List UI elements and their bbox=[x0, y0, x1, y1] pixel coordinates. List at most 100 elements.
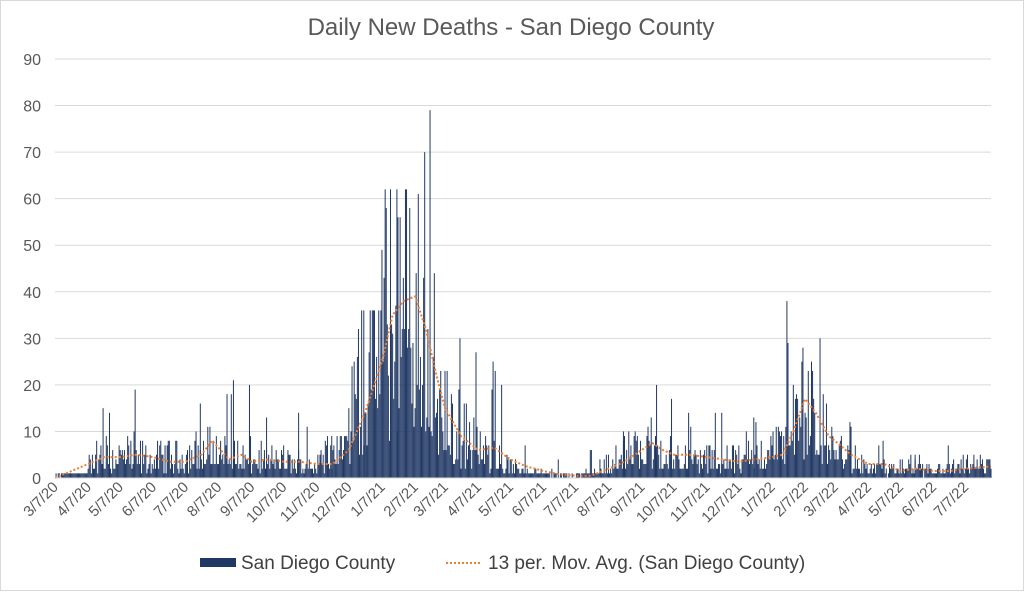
bar bbox=[466, 459, 468, 478]
bar bbox=[410, 347, 412, 478]
bar bbox=[299, 459, 301, 478]
bar-peak bbox=[459, 338, 461, 478]
bar bbox=[669, 436, 671, 478]
bar bbox=[490, 468, 492, 478]
bar bbox=[415, 273, 417, 478]
bar bbox=[887, 473, 889, 478]
bar bbox=[175, 440, 177, 478]
bar bbox=[932, 473, 934, 478]
y-tick-label: 50 bbox=[23, 238, 41, 255]
bar bbox=[709, 445, 711, 478]
bar bbox=[921, 468, 923, 478]
bar bbox=[133, 431, 135, 478]
y-tick-label: 70 bbox=[23, 145, 41, 162]
bar bbox=[240, 464, 242, 478]
bar bbox=[276, 459, 278, 478]
bar bbox=[455, 459, 457, 478]
bar bbox=[888, 464, 890, 478]
bar bbox=[286, 468, 288, 478]
bar bbox=[99, 454, 101, 478]
bar bbox=[434, 417, 436, 478]
bar bbox=[74, 473, 76, 478]
x-tick-label: 3/7/22 bbox=[800, 479, 842, 521]
bar bbox=[936, 473, 938, 478]
bar bbox=[968, 468, 970, 478]
x-tick-label: 4/7/20 bbox=[53, 479, 95, 521]
bar bbox=[85, 473, 87, 478]
bar bbox=[489, 473, 491, 478]
bar bbox=[441, 417, 443, 478]
bar bbox=[942, 468, 944, 478]
bar bbox=[314, 464, 316, 478]
bar-peak bbox=[167, 440, 169, 478]
bar bbox=[402, 277, 404, 478]
bar bbox=[209, 426, 211, 478]
bar-peak bbox=[266, 417, 268, 478]
bar bbox=[785, 426, 787, 478]
bar bbox=[224, 436, 226, 478]
bar-peak bbox=[102, 408, 104, 478]
bar bbox=[522, 468, 524, 478]
bar bbox=[970, 464, 972, 478]
bar bbox=[138, 464, 140, 478]
bar bbox=[71, 473, 73, 478]
bar bbox=[66, 473, 68, 478]
bar bbox=[248, 384, 250, 478]
bar bbox=[370, 389, 372, 478]
bar bbox=[132, 464, 134, 478]
bar bbox=[554, 473, 556, 478]
bar bbox=[890, 468, 892, 478]
bar bbox=[976, 459, 978, 478]
bar bbox=[809, 436, 811, 478]
bar bbox=[306, 426, 308, 478]
bar bbox=[960, 459, 962, 478]
bar bbox=[89, 459, 91, 478]
bar bbox=[242, 445, 244, 478]
bar bbox=[122, 459, 124, 478]
bar bbox=[883, 459, 885, 478]
bar bbox=[821, 464, 823, 478]
bar bbox=[271, 445, 273, 478]
bar bbox=[990, 468, 992, 478]
bar bbox=[816, 450, 818, 478]
bar bbox=[846, 459, 848, 478]
bar bbox=[885, 468, 887, 478]
bar bbox=[161, 454, 163, 478]
bar bbox=[237, 440, 239, 478]
bar bbox=[220, 440, 222, 478]
y-tick-label: 90 bbox=[23, 52, 41, 69]
bar bbox=[798, 440, 800, 478]
bar bbox=[894, 473, 896, 478]
bar bbox=[871, 473, 873, 478]
bar bbox=[803, 459, 805, 478]
bar bbox=[897, 468, 899, 478]
bar bbox=[730, 468, 732, 478]
bar bbox=[831, 426, 833, 478]
bar bbox=[200, 459, 202, 478]
bar bbox=[196, 468, 198, 478]
bar bbox=[487, 454, 489, 478]
bar bbox=[495, 468, 497, 478]
bar bbox=[978, 468, 980, 478]
bar bbox=[493, 440, 495, 478]
bar-peak bbox=[721, 412, 723, 478]
bar bbox=[547, 473, 549, 478]
y-axis: 0 10 20 30 40 50 60 70 80 90 bbox=[23, 52, 41, 488]
bar bbox=[401, 329, 403, 478]
bar bbox=[471, 468, 473, 478]
bar bbox=[379, 394, 381, 478]
bar bbox=[771, 445, 773, 478]
bar bbox=[323, 473, 325, 478]
bar bbox=[64, 473, 66, 478]
bar bbox=[86, 473, 88, 478]
bar bbox=[794, 398, 796, 478]
bar bbox=[863, 459, 865, 478]
bar bbox=[768, 450, 770, 478]
bar bbox=[896, 468, 898, 478]
bar bbox=[629, 459, 631, 478]
bar bbox=[135, 450, 137, 478]
bar bbox=[94, 468, 96, 478]
bar bbox=[597, 473, 599, 478]
bar bbox=[534, 468, 536, 478]
bar bbox=[838, 445, 840, 478]
